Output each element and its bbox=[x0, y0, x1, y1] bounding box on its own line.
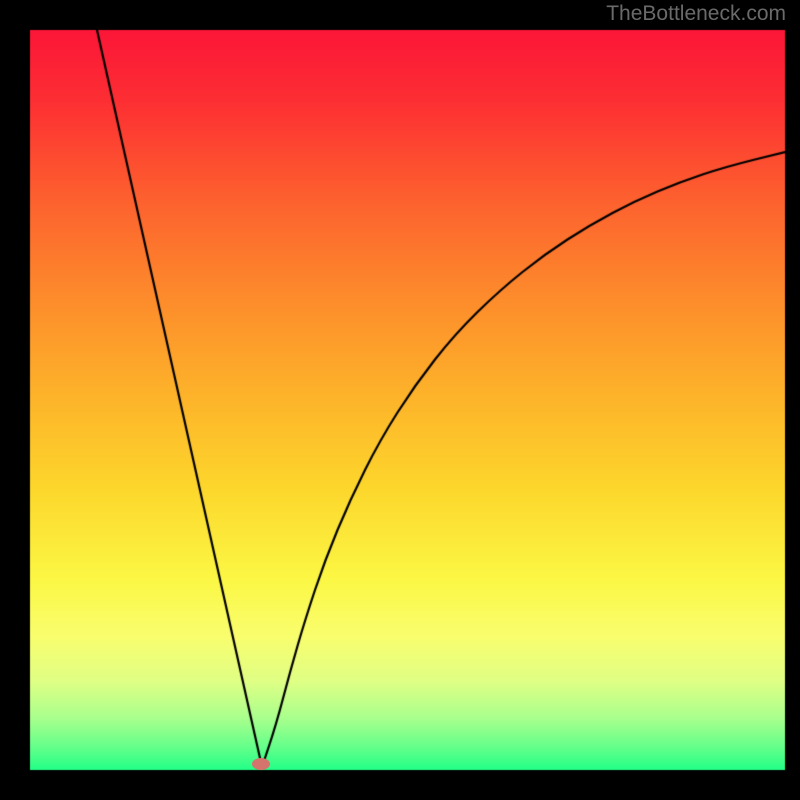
watermark-text: TheBottleneck.com bbox=[606, 2, 786, 26]
chart-container: TheBottleneck.com bbox=[0, 0, 800, 800]
curve-minimum-marker bbox=[252, 758, 270, 770]
gradient-curve-canvas bbox=[0, 0, 800, 800]
